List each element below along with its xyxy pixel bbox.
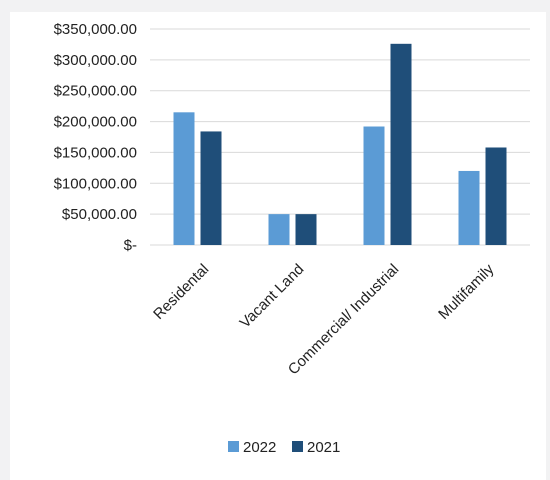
legend-label: 2022 [243, 439, 276, 456]
legend-label: 2021 [307, 439, 340, 456]
legend-swatch [228, 441, 239, 452]
bar-2022-3 [458, 170, 480, 245]
y-tick-label: $250,000.00 [54, 83, 137, 100]
legend-swatch [292, 441, 303, 452]
bar-2022-0 [173, 112, 195, 245]
y-tick-label: $150,000.00 [54, 144, 137, 161]
legend: 2022 2021 [228, 439, 340, 456]
y-tick-label: $300,000.00 [54, 52, 137, 69]
x-category-label: Vacant Land [237, 261, 308, 332]
y-tick-label: $- [124, 237, 137, 254]
y-tick-label: $100,000.00 [54, 175, 137, 192]
bar-2021-1 [295, 214, 317, 245]
bar-chart: $- $50,000.00 $100,000.00 $150,000.00 $200,0… [54, 21, 530, 456]
bar-2021-0 [200, 131, 222, 245]
x-category-label: Multifamily [435, 260, 497, 322]
bars [173, 43, 507, 245]
y-tick-label: $50,000.00 [62, 206, 137, 223]
y-axis-ticks: $- $50,000.00 $100,000.00 $150,000.00 $200,0… [54, 21, 137, 254]
x-category-label: Residental [150, 261, 212, 323]
bar-2021-3 [485, 147, 507, 245]
x-category-label: Commercial/ Industrial [285, 261, 403, 379]
bar-2021-2 [390, 43, 412, 245]
y-tick-label: $350,000.00 [54, 21, 137, 38]
bar-2022-1 [268, 214, 290, 245]
chart-card: $- $50,000.00 $100,000.00 $150,000.00 $200,0… [10, 12, 546, 480]
bar-2022-2 [363, 126, 385, 245]
y-tick-label: $200,000.00 [54, 114, 137, 131]
